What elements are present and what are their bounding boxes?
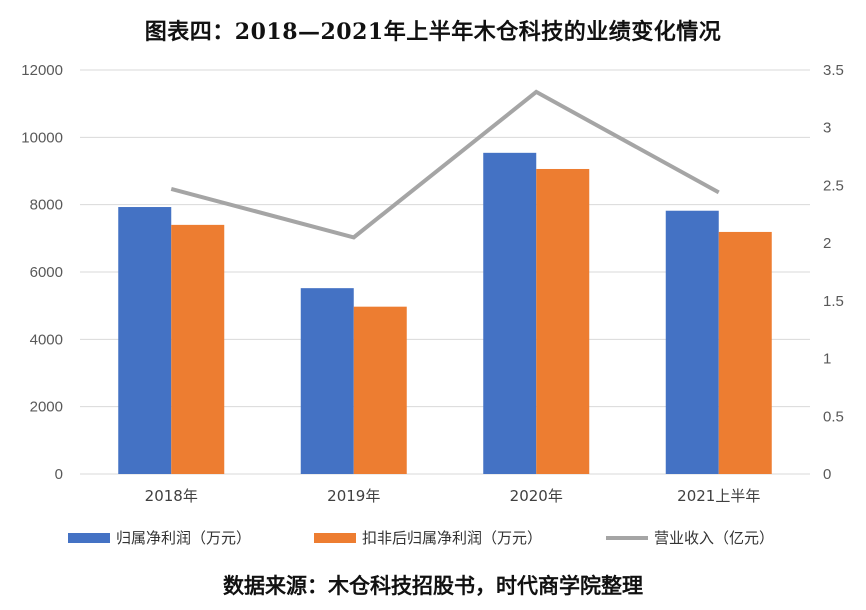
bar-2	[353, 306, 407, 474]
left-tick-label: 6000	[30, 264, 63, 281]
bar-1	[665, 210, 719, 474]
legend-swatch	[314, 533, 356, 543]
right-tick-label: 0	[823, 466, 831, 483]
x-tick-label: 2020年	[510, 487, 563, 505]
right-tick-label: 2.5	[823, 177, 844, 194]
chart-title: 图表四：2018—2021年上半年木仓科技的业绩变化情况	[144, 19, 722, 45]
revenue-line	[170, 89, 720, 240]
bar-2	[718, 231, 772, 474]
left-tick-label: 0	[55, 466, 63, 483]
left-tick-label: 10000	[21, 129, 63, 146]
bar-2	[171, 224, 225, 474]
right-tick-label: 3	[823, 120, 831, 137]
legend-label: 归属净利润（万元）	[116, 529, 251, 547]
bar-1	[300, 288, 354, 474]
left-tick-label: 8000	[30, 197, 63, 214]
legend-label: 扣非后归属净利润（万元）	[362, 529, 542, 547]
bar-2	[536, 168, 590, 475]
right-y-axis: 0 0.5 1 1.5 2 2.5 3 3.5	[823, 62, 844, 483]
x-tick-label: 2018年	[145, 487, 198, 505]
legend: 归属净利润（万元） 扣非后归属净利润（万元） 营业收入（亿元）	[68, 529, 774, 547]
left-tick-label: 2000	[30, 399, 63, 416]
left-y-axis: 0 2000 4000 6000 8000 10000 12000	[21, 62, 63, 483]
right-tick-label: 1.5	[823, 293, 844, 310]
x-tick-label: 2019年	[327, 487, 380, 505]
right-tick-label: 2	[823, 235, 831, 252]
x-tick-label: 2021上半年	[677, 487, 760, 505]
right-tick-label: 3.5	[823, 62, 844, 79]
bar-1	[118, 207, 172, 475]
bars	[118, 152, 772, 475]
legend-swatch	[68, 533, 110, 543]
legend-label: 营业收入（亿元）	[654, 529, 774, 547]
right-tick-label: 0.5	[823, 408, 844, 425]
left-tick-label: 4000	[30, 331, 63, 348]
revenue-line-path	[170, 89, 720, 240]
right-tick-label: 1	[823, 351, 831, 368]
data-source-note: 数据来源：木仓科技招股书，时代商学院整理	[223, 573, 643, 598]
left-tick-label: 12000	[21, 62, 63, 79]
x-axis-labels: 2018年 2019年 2020年 2021上半年	[145, 487, 761, 505]
bar-1	[483, 152, 537, 474]
